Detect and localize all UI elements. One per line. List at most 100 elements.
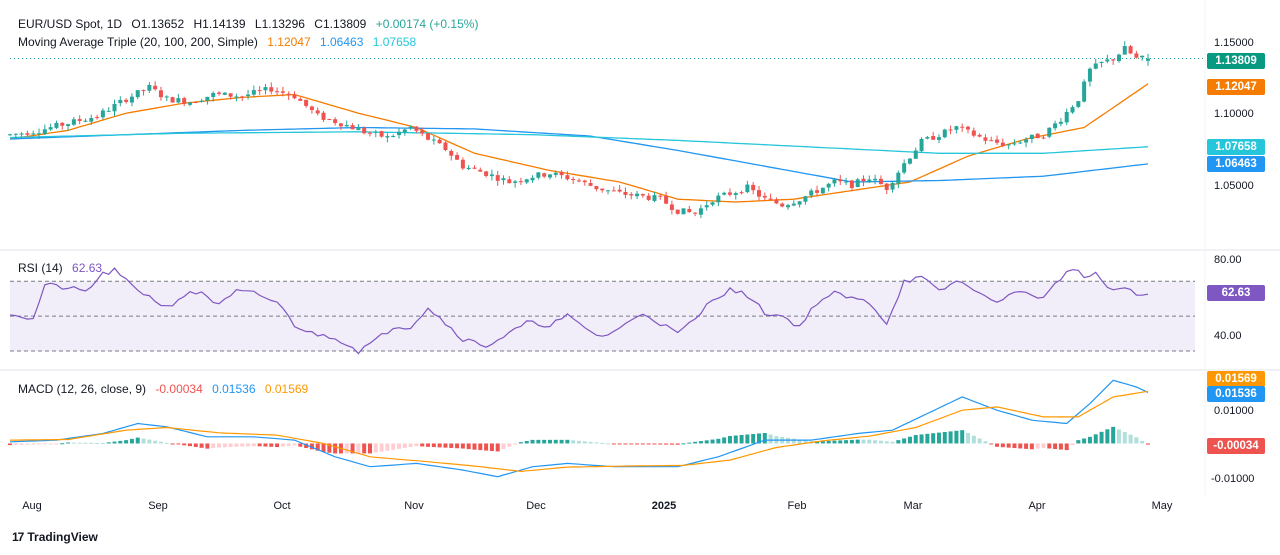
x-label-feb: Feb [787,500,807,512]
candle-body [936,137,941,140]
macd-histogram-bar [716,438,721,444]
macd-histogram-bar [623,443,628,445]
candle-body [524,179,529,183]
candle-body [298,98,303,101]
macd-histogram-bar [873,440,878,444]
macd-histogram-bar [106,442,111,444]
candle-body [658,195,663,197]
candle-body [1093,63,1098,69]
candle-body [83,120,88,122]
macd-histogram-bar [756,433,761,444]
candle-body [275,91,280,93]
macd-histogram-bar [1058,443,1063,450]
macd-histogram-bar [518,442,523,444]
macd-histogram-bar [217,443,222,448]
macd-histogram-bar [960,430,965,444]
candle-body [1035,133,1040,139]
ma-legend-label: Moving Average Triple (20, 100, 200, Sim… [18,35,258,49]
candle-body [669,204,674,210]
macd-histogram-bar [907,436,912,444]
moving-averages [9,83,1149,203]
candle-body [1012,143,1017,145]
macd-histogram-bar [826,440,831,444]
candle-body [507,179,512,184]
candle-body [907,158,912,164]
rsi-legend-value: 62.63 [72,261,103,275]
ma-line-ma200 [9,131,1149,154]
candle-body [890,182,895,190]
candle-body [931,136,936,140]
macd-histogram-bar [141,438,146,444]
candle-body [164,96,169,98]
macd-histogram-bar [89,442,94,444]
candle-body [704,205,709,208]
macd-histogram-bar [391,443,396,450]
macd-histogram-bar [478,443,483,451]
candle-body [1140,55,1145,58]
macd-histogram-bar [211,443,216,449]
candle-body [942,129,947,138]
candle-body [304,99,309,106]
rsi-pane[interactable] [9,267,1195,355]
macd-price-tag: 0.01536 [1207,386,1265,402]
candle-body [797,201,802,205]
candle-body [397,131,402,136]
tradingview-logo[interactable]: 17 TradingView [12,530,98,544]
macd-histogram-bar [304,443,309,449]
open-label: O [131,17,141,31]
macd-histogram-bar [426,443,431,447]
macd-histogram-bar [832,440,837,444]
candle-body [484,171,489,176]
macd-pane[interactable] [8,379,1150,478]
macd-histogram-bar [182,443,187,446]
macd-histogram-bar [989,443,994,445]
candle-body [379,131,384,137]
macd-histogram-bar [571,440,576,444]
macd-histogram-bar [100,443,105,445]
candle-body [762,195,767,198]
macd-value: 0.01536 [212,382,256,396]
candle-body [211,92,216,97]
signal-line [10,390,1149,473]
macd-histogram-bar [1041,443,1046,448]
macd-histogram-bar [449,443,454,448]
macd-histogram-bar [606,443,611,445]
macd-histogram-bar [722,437,727,444]
candle-body [1070,107,1075,113]
macd-histogram-bar [164,442,169,444]
candle-body [217,92,222,94]
macd-histogram-bar [1116,429,1121,444]
candle-body [873,178,878,181]
macd-histogram-bar [246,443,251,447]
candle-body [321,112,326,120]
macd-histogram-bar [1035,443,1040,449]
ma200-price-tag: 1.07658 [1207,139,1265,155]
candle-body [257,90,262,92]
candle-body [878,178,883,185]
macd-histogram-bar [1093,434,1098,444]
macd-histogram-bar [118,440,123,444]
candle-body [594,186,599,190]
macd-histogram-bar [66,442,71,444]
candle-body [536,172,541,178]
macd-histogram-bar [791,438,796,444]
macd-histogram-bar [158,441,163,444]
macd-histogram-bar [315,443,320,451]
macd-tick-label: 0.01000 [1214,405,1254,417]
rsi-legend-label: RSI (14) [18,261,63,275]
candle-body [1116,54,1121,62]
macd-histogram-bar [936,432,941,444]
macd-histogram-bar [379,443,384,452]
x-label-mar: Mar [903,500,923,512]
candle-body [158,90,163,98]
candle-body [739,192,744,194]
candle-body [722,192,727,195]
price-pane[interactable] [8,41,1205,219]
macd-histogram-bar [13,443,18,445]
macd-histogram-bar [1128,434,1133,444]
macd-histogram-bar [681,443,686,445]
macd-histogram-bar [42,443,47,445]
macd-histogram-bar [925,433,930,444]
candle-body [460,159,465,169]
candle-body [855,179,860,187]
